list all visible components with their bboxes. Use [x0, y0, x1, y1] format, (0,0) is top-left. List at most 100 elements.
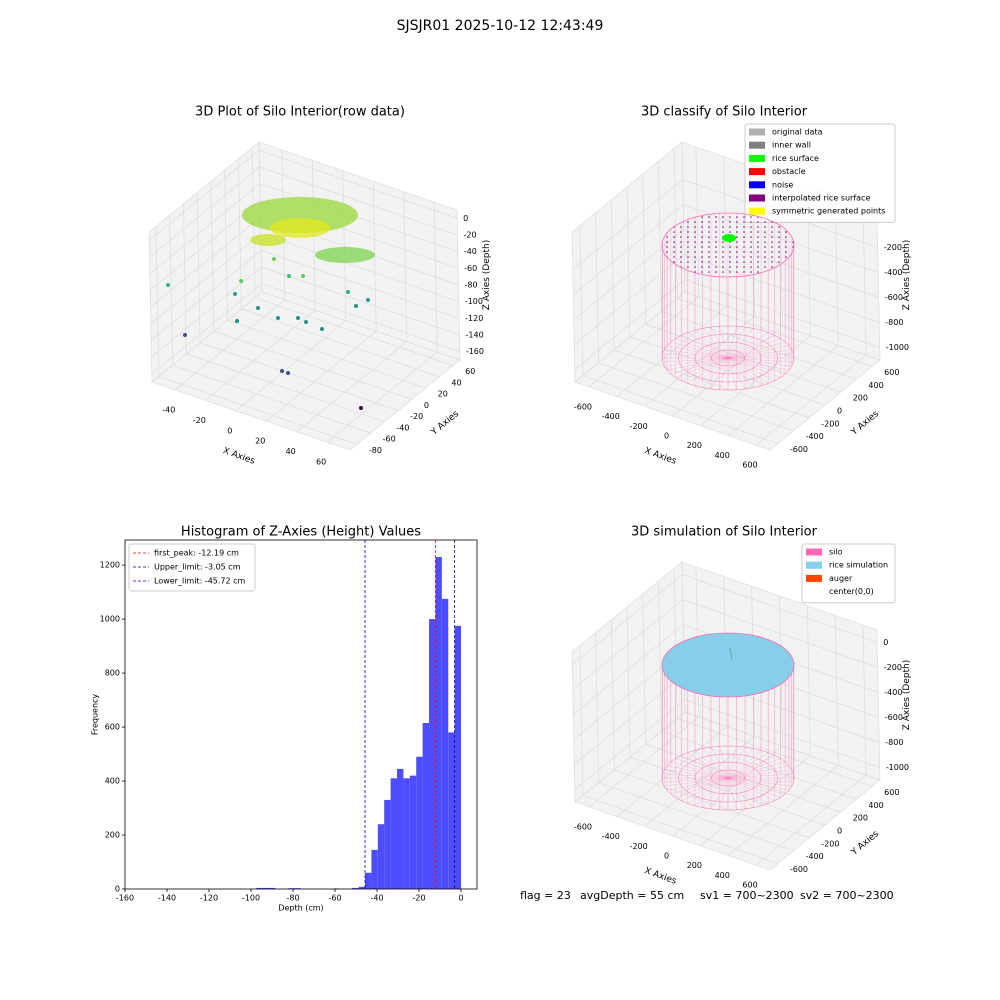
grid-line [661, 310, 857, 380]
grid-line [574, 699, 685, 790]
legend-label: auger [829, 574, 853, 583]
plot-title: 3D classify of Silo Interior [641, 105, 808, 120]
histogram-bar [454, 625, 462, 889]
point-cloud [242, 197, 358, 233]
histogram-bar [268, 887, 276, 889]
z-tick-label: -40 [464, 247, 477, 256]
legend-label: Lower_limit: -45.72 cm [154, 577, 246, 586]
outlier-point [296, 316, 300, 320]
grid-line [862, 205, 867, 356]
outlier-point [272, 257, 276, 261]
legend-swatch [806, 588, 822, 596]
outlier-point [233, 292, 237, 296]
z-tick-label: 0 [463, 214, 468, 223]
outlier-point [256, 306, 260, 310]
legend-label: rice surface [772, 154, 819, 163]
histogram-bar [358, 886, 366, 889]
z-tick-label: -100 [465, 297, 483, 306]
x-axis-label: X Axies [643, 866, 678, 887]
histogram-bar [377, 824, 385, 889]
plot-title: Histogram of Z-Axies (Height) Values [181, 525, 421, 540]
grid-line [658, 581, 662, 732]
grid-line [150, 216, 261, 308]
grid-line [598, 362, 794, 432]
point-cloud [315, 247, 375, 263]
x-tick-label: -80 [286, 894, 299, 903]
grid-line [151, 266, 262, 358]
y-tick-label: -600 [790, 445, 808, 454]
histogram-bar [448, 732, 455, 889]
grid-line [261, 250, 460, 319]
legend-swatch [749, 141, 765, 149]
legend-label: original data [772, 128, 823, 137]
grid-line [172, 364, 371, 434]
legend-swatch [749, 168, 765, 176]
legend-label: Upper_limit: -3.05 cm [154, 563, 241, 572]
grid-line [626, 186, 631, 338]
silo-floor-ring [678, 333, 778, 383]
x-axis-label: Depth (cm) [278, 904, 323, 913]
z-axis-label: Z Axies (Depth) [482, 240, 492, 311]
x-tick-label: -20 [193, 416, 206, 425]
grid-line [158, 376, 357, 445]
x-tick-label: 0 [458, 894, 463, 903]
grid-line [572, 574, 683, 665]
legend-swatch [806, 574, 822, 582]
grid-line [684, 279, 880, 348]
y-tick-label: 800 [105, 669, 120, 678]
z-tick-label: -140 [466, 331, 484, 340]
z-tick-label: -20 [464, 231, 477, 240]
outlier-point [346, 290, 350, 294]
histogram-bar [294, 888, 301, 889]
outlier-point [239, 279, 243, 283]
y-tick-label: 60 [465, 367, 475, 376]
plots: 3D Plot of Silo Interior(row data)-40-20… [91, 105, 913, 913]
silo-floor-ring [711, 769, 745, 787]
silo-floor-ring [694, 341, 762, 375]
legend-label: interpolated rice surface [772, 194, 870, 203]
x-tick-label: -400 [602, 412, 620, 421]
x-tick-label: 200 [687, 861, 702, 870]
histogram-bar [416, 756, 423, 889]
plot-title: 3D simulation of Silo Interior [631, 525, 818, 540]
legend-label: silo [829, 548, 843, 557]
silo-wireframe [661, 632, 795, 811]
status-bar: flag = 23 avgDepth = 55 cm sv1 = 700~230… [520, 889, 894, 902]
legend-label: first_peak: -12.19 cm [154, 549, 239, 558]
y-axis-label: Y Axies [849, 829, 881, 858]
y-tick-label: 0 [837, 407, 842, 416]
y-tick-label: 600 [105, 723, 120, 732]
y-tick-label: 20 [438, 390, 448, 399]
legend-label: inner wall [772, 141, 811, 150]
grid-line [205, 310, 316, 401]
x-tick-label: 400 [715, 451, 730, 460]
grid-line [149, 183, 261, 274]
grid-line [658, 161, 662, 312]
legend-swatch [806, 561, 822, 569]
x-tick-label: 0 [664, 852, 669, 861]
y-tick-label: 1000 [100, 615, 120, 624]
z-tick-label: -600 [885, 713, 903, 722]
x-tick-label: 400 [715, 871, 730, 880]
z-tick-label: -200 [884, 243, 902, 252]
outlier-point [359, 406, 363, 410]
grid-line [259, 166, 458, 236]
grid-line [682, 574, 878, 643]
grid-line [862, 625, 867, 776]
histogram-bar [397, 768, 404, 889]
z-tick-label: -120 [465, 314, 483, 323]
y-tick-label: -400 [806, 432, 824, 441]
y-tick-label: -40 [396, 423, 409, 432]
grid-line [807, 605, 811, 756]
y-tick-label: -600 [790, 865, 808, 874]
histogram-bar [390, 778, 398, 889]
grid-line [626, 606, 631, 758]
histogram-bar [371, 849, 378, 889]
outlier-point [287, 274, 291, 278]
grid-line [241, 308, 440, 378]
y-tick-label: 200 [853, 814, 868, 823]
y-tick-label: 0 [837, 827, 842, 836]
grid-line [595, 632, 599, 783]
grid-line [259, 183, 458, 252]
legend-swatch [749, 181, 765, 189]
